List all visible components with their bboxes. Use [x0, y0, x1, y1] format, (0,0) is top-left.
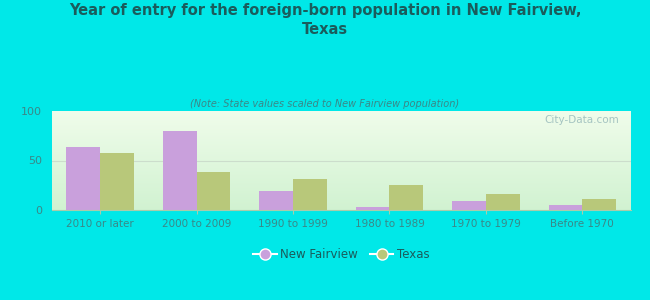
Text: City-Data.com: City-Data.com [544, 115, 619, 125]
Bar [452, 201, 486, 210]
Bar [486, 194, 519, 210]
Bar [293, 179, 327, 210]
Text: (Note: State values scaled to New Fairview population): (Note: State values scaled to New Fairvi… [190, 99, 460, 109]
Bar [549, 205, 582, 210]
Legend: New Fairview, Texas: New Fairview, Texas [248, 243, 434, 266]
Text: Year of entry for the foreign-born population in New Fairview,
Texas: Year of entry for the foreign-born popul… [69, 3, 581, 37]
Bar [100, 153, 134, 210]
Bar [356, 207, 389, 210]
Bar [196, 172, 230, 210]
Bar [582, 199, 616, 210]
Bar [66, 147, 100, 210]
Bar [163, 131, 196, 210]
Bar [259, 191, 293, 210]
Bar [389, 185, 423, 210]
